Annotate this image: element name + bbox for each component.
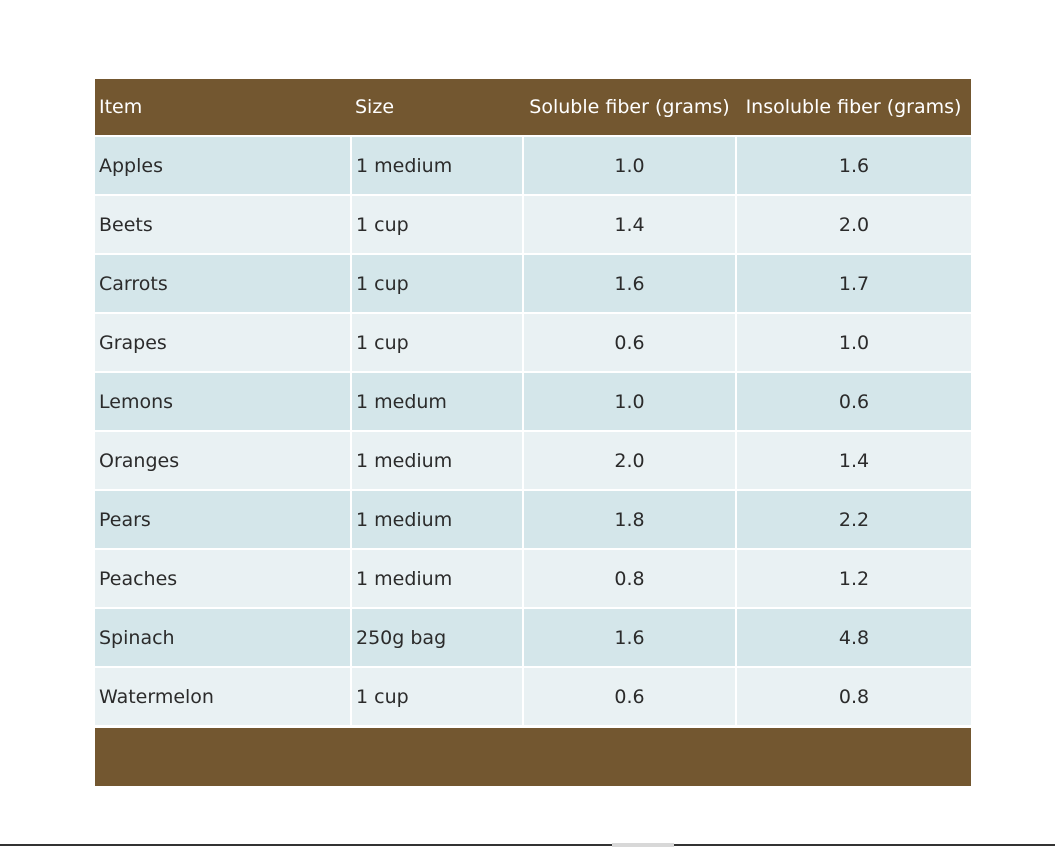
cell-item: Spinach [95,607,352,667]
fiber-table: Item Size Soluble fiber (grams) Insolubl… [95,79,971,725]
cell-size: 1 medum [351,371,524,431]
cell-insoluble-fiber: 1.6 [736,135,971,195]
table-row: Spinach 250g bag 1.6 4.8 [95,607,971,667]
cell-insoluble-fiber: 2.2 [736,489,971,549]
cell-insoluble-fiber: 0.6 [736,371,971,431]
cell-insoluble-fiber: 1.0 [736,312,971,372]
cell-size: 1 cup [351,666,524,725]
cell-item: Oranges [95,430,352,490]
fiber-table-container: Item Size Soluble fiber (grams) Insolubl… [95,79,971,786]
cell-insoluble-fiber: 1.7 [736,253,971,313]
header-soluble-fiber: Soluble fiber (grams) [523,79,736,136]
cell-soluble-fiber: 2.0 [523,430,737,490]
cell-item: Beets [95,194,352,254]
cell-size: 1 medium [351,489,524,549]
cell-item: Pears [95,489,352,549]
table-header: Item Size Soluble fiber (grams) Insolubl… [95,79,971,136]
table-row: Pears 1 medium 1.8 2.2 [95,489,971,549]
table-row: Beets 1 cup 1.4 2.0 [95,194,971,254]
table-row: Peaches 1 medium 0.8 1.2 [95,548,971,608]
table-row: Carrots 1 cup 1.6 1.7 [95,253,971,313]
table-row: Grapes 1 cup 0.6 1.0 [95,312,971,372]
cell-item: Carrots [95,253,352,313]
cell-soluble-fiber: 0.6 [523,666,737,725]
cell-size: 1 cup [351,312,524,372]
table-row: Watermelon 1 cup 0.6 0.8 [95,666,971,725]
header-row: Item Size Soluble fiber (grams) Insolubl… [95,79,971,136]
cell-insoluble-fiber: 0.8 [736,666,971,725]
cell-size: 1 medium [351,430,524,490]
header-insoluble-fiber: Insoluble fiber (grams) [736,79,971,136]
cell-item: Watermelon [95,666,352,725]
cell-size: 1 cup [351,253,524,313]
cell-soluble-fiber: 1.0 [523,135,737,195]
bottom-scroll-tab [612,843,674,847]
table-row: Apples 1 medium 1.0 1.6 [95,135,971,195]
table-body: Apples 1 medium 1.0 1.6 Beets 1 cup 1.4 2.0 Carr… [95,135,971,725]
header-item: Item [95,79,351,136]
cell-item: Lemons [95,371,352,431]
table-footer-bar [95,728,971,786]
cell-insoluble-fiber: 1.2 [736,548,971,608]
table-row: Oranges 1 medium 2.0 1.4 [95,430,971,490]
cell-soluble-fiber: 1.4 [523,194,737,254]
cell-size: 250g bag [351,607,524,667]
cell-soluble-fiber: 1.0 [523,371,737,431]
cell-soluble-fiber: 0.6 [523,312,737,372]
cell-item: Apples [95,135,352,195]
cell-size: 1 cup [351,194,524,254]
table-row: Lemons 1 medum 1.0 0.6 [95,371,971,431]
cell-item: Peaches [95,548,352,608]
cell-item: Grapes [95,312,352,372]
cell-soluble-fiber: 1.6 [523,253,737,313]
cell-soluble-fiber: 0.8 [523,548,737,608]
cell-insoluble-fiber: 2.0 [736,194,971,254]
cell-insoluble-fiber: 4.8 [736,607,971,667]
cell-insoluble-fiber: 1.4 [736,430,971,490]
cell-size: 1 medium [351,135,524,195]
cell-size: 1 medium [351,548,524,608]
cell-soluble-fiber: 1.8 [523,489,737,549]
header-size: Size [351,79,523,136]
bottom-divider [0,844,1055,846]
cell-soluble-fiber: 1.6 [523,607,737,667]
